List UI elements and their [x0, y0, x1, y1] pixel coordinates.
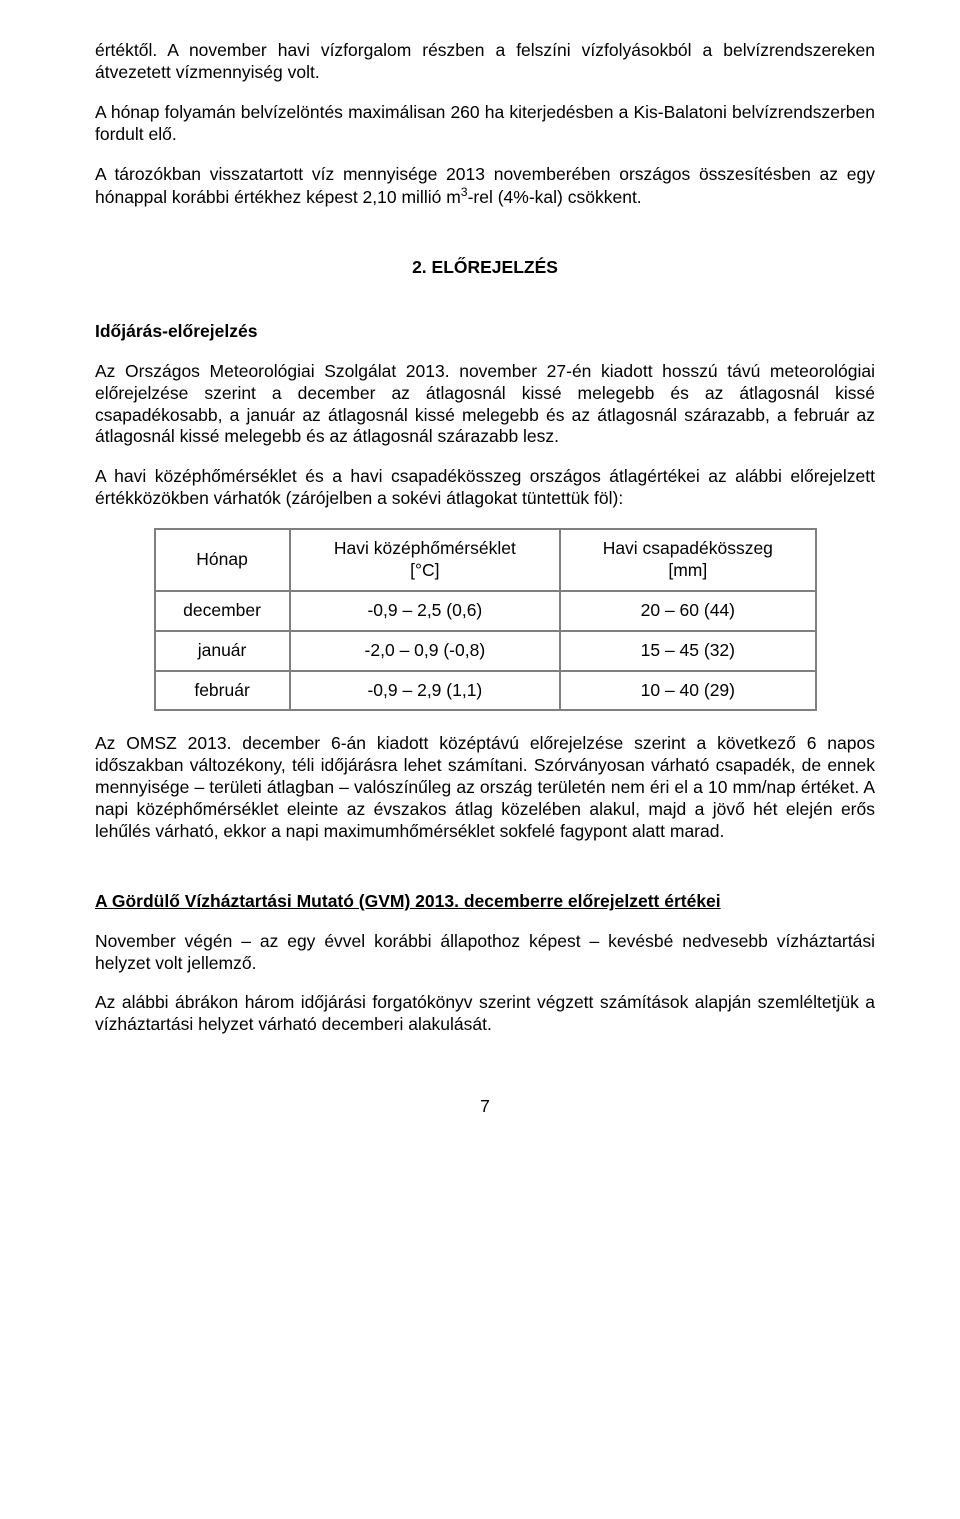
page-number: 7 [95, 1096, 875, 1118]
table-header-row: Hónap Havi középhőmérséklet [°C] Havi cs… [155, 529, 816, 591]
table-row: december -0,9 – 2,5 (0,6) 20 – 60 (44) [155, 591, 816, 631]
forecast-table: Hónap Havi középhőmérséklet [°C] Havi cs… [154, 528, 817, 711]
table-header-temp: Havi középhőmérséklet [°C] [290, 529, 561, 591]
paragraph-intro-2: A hónap folyamán belvízelöntés maximális… [95, 102, 875, 146]
table-header-month: Hónap [155, 529, 290, 591]
table-cell-precip: 10 – 40 (29) [560, 671, 815, 711]
table-cell-month: január [155, 631, 290, 671]
p3-sup: 3 [461, 185, 468, 199]
p3-text-after: -rel (4%-kal) csökkent. [468, 187, 642, 207]
th-precip-line2: [mm] [668, 560, 707, 580]
table-row: február -0,9 – 2,9 (1,1) 10 – 40 (29) [155, 671, 816, 711]
paragraph-intro-1: értéktől. A november havi vízforgalom ré… [95, 40, 875, 84]
table-cell-precip: 20 – 60 (44) [560, 591, 815, 631]
table-cell-precip: 15 – 45 (32) [560, 631, 815, 671]
table-cell-temp: -0,9 – 2,5 (0,6) [290, 591, 561, 631]
paragraph-after-table: Az OMSZ 2013. december 6-án kiadott közé… [95, 733, 875, 842]
th-temp-line1: Havi középhőmérséklet [334, 538, 516, 558]
section-heading-forecast: 2. ELŐREJELZÉS [95, 257, 875, 279]
table-row: január -2,0 – 0,9 (-0,8) 15 – 45 (32) [155, 631, 816, 671]
table-cell-month: december [155, 591, 290, 631]
paragraph-forecast-2: A havi középhőmérséklet és a havi csapad… [95, 466, 875, 510]
sub-heading-weather-forecast: Időjárás-előrejelzés [95, 321, 875, 343]
paragraph-gvm-2: Az alábbi ábrákon három időjárási forgat… [95, 992, 875, 1036]
table-cell-month: február [155, 671, 290, 711]
th-precip-line1: Havi csapadékösszeg [603, 538, 773, 558]
table-cell-temp: -0,9 – 2,9 (1,1) [290, 671, 561, 711]
table-header-precip: Havi csapadékösszeg [mm] [560, 529, 815, 591]
sub-heading-gvm: A Gördülő Vízháztartási Mutató (GVM) 201… [95, 891, 875, 913]
th-temp-line2: [°C] [410, 560, 439, 580]
table-cell-temp: -2,0 – 0,9 (-0,8) [290, 631, 561, 671]
paragraph-forecast-1: Az Országos Meteorológiai Szolgálat 2013… [95, 361, 875, 449]
paragraph-intro-3: A tározókban visszatartott víz mennyiség… [95, 164, 875, 210]
paragraph-gvm-1: November végén – az egy évvel korábbi ál… [95, 931, 875, 975]
